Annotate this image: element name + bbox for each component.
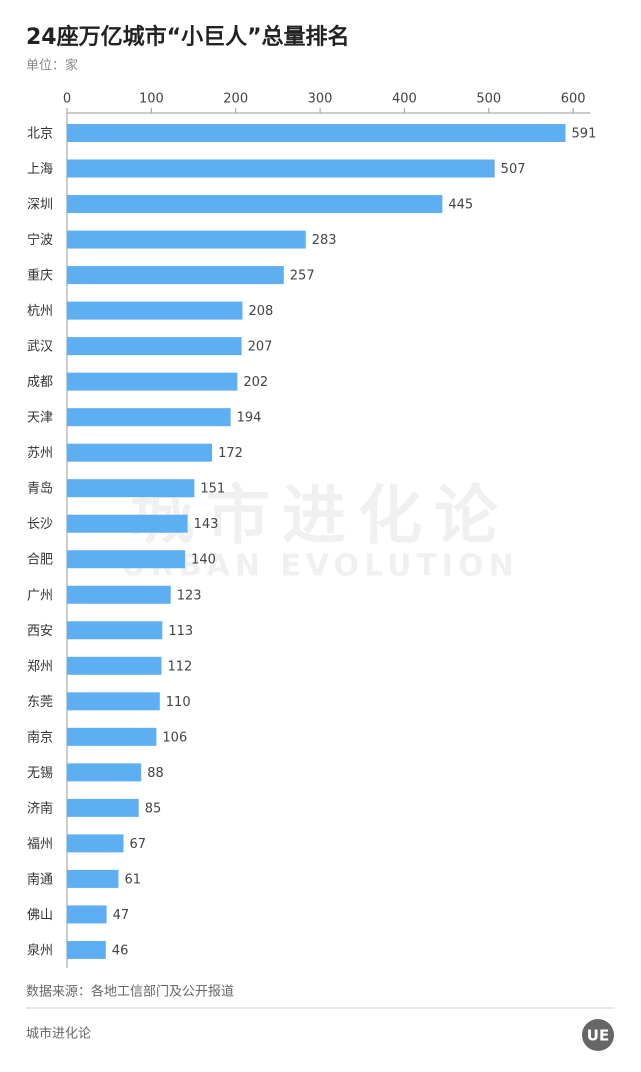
y-tick-label: 长沙 [27, 517, 53, 532]
bar [67, 195, 443, 214]
value-label: 47 [113, 908, 130, 923]
y-tick-label: 成都 [27, 375, 53, 390]
y-tick-label: 广州 [27, 588, 53, 603]
footer-brand: 城市进化论 [26, 1026, 91, 1042]
value-label: 88 [147, 766, 164, 781]
bar [67, 940, 106, 959]
value-label: 202 [243, 375, 268, 390]
logo-text: UE [587, 1027, 609, 1045]
y-tick-label: 天津 [27, 411, 53, 426]
bar [67, 621, 163, 640]
y-tick-label: 济南 [27, 800, 53, 816]
bar [67, 266, 284, 285]
bar [67, 514, 188, 533]
y-tick-label: 东莞 [27, 695, 53, 710]
chart-title: 24座万亿城市“小巨人”总量排名 [26, 24, 350, 50]
value-label: 140 [191, 553, 216, 568]
value-label: 257 [290, 269, 315, 284]
x-tick-label: 500 [476, 92, 501, 107]
x-tick-label: 100 [139, 92, 164, 107]
y-tick-label: 福州 [27, 837, 53, 852]
value-label: 208 [248, 304, 273, 319]
bar [67, 798, 139, 817]
bar [67, 337, 242, 356]
bar [67, 230, 306, 249]
bar [67, 124, 566, 142]
y-tick-label: 无锡 [27, 766, 53, 781]
logo [582, 1019, 614, 1051]
value-label: 106 [162, 730, 187, 745]
value-label: 143 [194, 517, 219, 532]
value-label: 445 [448, 198, 473, 213]
bar [67, 905, 107, 924]
bar [67, 585, 171, 604]
value-label: 283 [312, 233, 337, 248]
y-tick-label: 杭州 [27, 304, 53, 319]
value-label: 110 [166, 695, 191, 710]
y-tick-label: 佛山 [27, 908, 53, 923]
bar [67, 550, 186, 569]
value-label: 151 [200, 482, 225, 497]
bar [67, 372, 238, 391]
x-tick-label: 0 [63, 92, 71, 107]
value-label: 207 [248, 340, 273, 355]
value-label: 113 [168, 624, 193, 639]
value-label: 112 [167, 659, 192, 674]
value-label: 85 [145, 801, 162, 816]
value-label: 507 [501, 162, 526, 177]
value-label: 591 [572, 127, 597, 142]
bar [67, 692, 160, 711]
bar [67, 834, 124, 853]
bar [67, 727, 157, 746]
bar [67, 301, 243, 320]
bar [67, 479, 195, 498]
bar [67, 763, 142, 782]
y-tick-label: 南通 [27, 871, 53, 887]
watermark: URBAN EVOLUTION [121, 549, 518, 584]
value-label: 172 [218, 446, 243, 461]
bar [67, 159, 495, 178]
chart-subtitle: 单位：家 [26, 58, 78, 74]
bar [67, 869, 119, 888]
source-note: 数据来源：各地工信部门及公开报道 [26, 984, 234, 1000]
y-tick-label: 苏州 [27, 445, 53, 461]
y-tick-label: 武汉 [27, 340, 53, 355]
x-tick-label: 300 [308, 92, 333, 107]
y-tick-label: 上海 [27, 162, 53, 177]
y-tick-label: 北京 [27, 127, 53, 142]
y-tick-label: 西安 [27, 624, 53, 639]
y-tick-label: 宁波 [27, 232, 53, 248]
y-tick-label: 泉州 [27, 942, 53, 958]
value-label: 67 [130, 837, 147, 852]
y-tick-label: 郑州 [27, 659, 53, 674]
y-tick-label: 青岛 [27, 481, 53, 497]
y-tick-label: 重庆 [27, 268, 53, 284]
x-tick-label: 400 [392, 92, 417, 107]
y-tick-label: 深圳 [27, 198, 53, 213]
value-label: 61 [124, 872, 141, 887]
bar [67, 656, 162, 675]
x-tick-label: 600 [561, 92, 586, 107]
bar [67, 443, 213, 462]
y-tick-label: 合肥 [27, 553, 53, 568]
value-label: 194 [237, 411, 262, 426]
value-label: 46 [112, 943, 129, 958]
value-label: 123 [177, 588, 202, 603]
y-tick-label: 南京 [27, 729, 53, 745]
bar [67, 408, 231, 427]
x-tick-label: 200 [223, 92, 248, 107]
